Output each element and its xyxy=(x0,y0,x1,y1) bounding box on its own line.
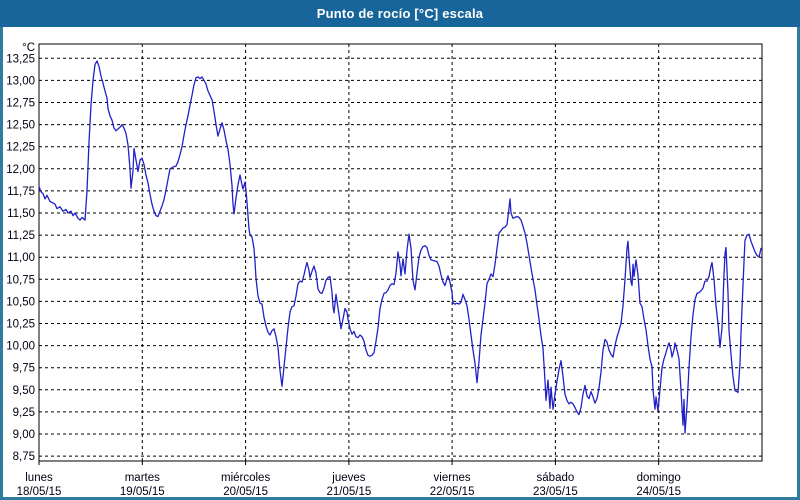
axis-labels: 13,25 13,00 12,75 12,50 12,25 12,00 11,75 11,50… xyxy=(6,42,681,498)
x-axis-date-label: 21/05/15 xyxy=(327,486,372,498)
y-axis-label: 13,00 xyxy=(6,75,35,87)
x-axis-day-label: domingo xyxy=(637,472,681,484)
y-axis-label: 12,25 xyxy=(6,142,35,154)
x-axis-date-label: 19/05/15 xyxy=(120,486,165,498)
grid-layer xyxy=(39,44,762,461)
y-axis-label: 12,00 xyxy=(6,164,35,176)
y-axis-label: 10,00 xyxy=(6,341,35,353)
window-border-left xyxy=(0,27,3,500)
y-axis-unit-label: °C xyxy=(22,42,35,54)
x-axis-date-label: 24/05/15 xyxy=(636,486,681,498)
x-axis-day-label: martes xyxy=(125,472,160,484)
x-axis-day-label: sábado xyxy=(537,472,575,484)
y-axis-label: 11,00 xyxy=(7,252,35,264)
chart-title: Punto de rocío [°C] escala xyxy=(316,6,484,21)
y-axis-label: 10,25 xyxy=(6,319,35,331)
x-axis-date-label: 22/05/15 xyxy=(430,486,475,498)
x-axis-day-label: jueves xyxy=(331,472,365,484)
title-bar: Punto de rocío [°C] escala xyxy=(0,0,800,27)
y-axis-label: 11,75 xyxy=(7,186,35,198)
y-axis-label: 9,75 xyxy=(13,363,35,375)
x-axis-day-label: miércoles xyxy=(221,472,270,484)
y-axis-label: 11,25 xyxy=(7,230,35,242)
x-axis-date-label: 20/05/15 xyxy=(223,486,268,498)
y-axis-label: 9,50 xyxy=(13,385,35,397)
x-axis-date-label: 23/05/15 xyxy=(533,486,578,498)
dewpoint-series-line xyxy=(38,60,762,434)
y-axis-label: 11,50 xyxy=(7,208,35,220)
x-axis-date-label: 18/05/15 xyxy=(17,486,62,498)
window-border-bottom xyxy=(0,497,800,500)
y-axis-label: 9,25 xyxy=(13,407,35,419)
y-axis-label: 9,00 xyxy=(13,429,35,441)
plot-frame xyxy=(38,43,763,462)
y-axis-label: 12,50 xyxy=(6,120,35,132)
y-axis-label: 12,75 xyxy=(6,98,35,110)
y-axis-label: 8,75 xyxy=(13,451,35,463)
window-border-right xyxy=(797,27,800,500)
y-axis-label: 10,50 xyxy=(6,296,35,308)
x-axis-day-label: lunes xyxy=(25,472,53,484)
y-axis-label: 13,25 xyxy=(6,53,35,65)
x-axis-day-label: viernes xyxy=(434,472,471,484)
y-axis-label: 10,75 xyxy=(6,274,35,286)
